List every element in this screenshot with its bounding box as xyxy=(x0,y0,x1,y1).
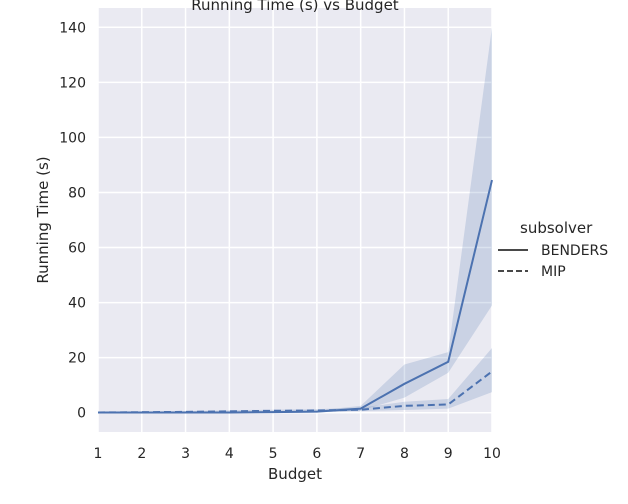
y-tick-label: 140 xyxy=(59,20,86,36)
y-tick-label: 20 xyxy=(68,351,86,367)
x-tick-label: 3 xyxy=(181,446,190,462)
chart-title: Running Time (s) vs Budget xyxy=(191,0,399,14)
series-line-benders xyxy=(98,179,493,414)
x-tick-label: 9 xyxy=(444,446,453,462)
x-tick-label: 6 xyxy=(312,446,321,462)
y-tick-label: 0 xyxy=(77,406,86,422)
series-lines xyxy=(97,179,493,414)
x-tick-label: 5 xyxy=(269,446,278,462)
x-tick-label: 4 xyxy=(225,446,234,462)
y-tick-label: 60 xyxy=(68,241,86,257)
x-tick-label: 10 xyxy=(483,446,501,462)
y-tick-label: 120 xyxy=(59,75,86,91)
plot-background xyxy=(98,8,492,432)
confidence-bands xyxy=(98,27,492,413)
legend-label-mip: MIP xyxy=(541,264,566,280)
y-tick-label: 40 xyxy=(68,296,86,312)
x-tick-label: 2 xyxy=(137,446,146,462)
y-axis-label: Running Time (s) xyxy=(34,156,52,283)
x-tick-label: 8 xyxy=(400,446,409,462)
ci-band-mip xyxy=(98,348,492,413)
legend-label-benders: BENDERS xyxy=(541,243,608,259)
x-tick-label: 7 xyxy=(356,446,365,462)
legend-title: subsolver xyxy=(520,219,593,237)
x-axis-label: Budget xyxy=(268,465,322,483)
legend: subsolver BENDERS MIP xyxy=(498,219,608,280)
y-tick-label: 100 xyxy=(59,130,86,146)
x-tick-label: 1 xyxy=(94,446,103,462)
y-tick-label: 80 xyxy=(68,185,86,201)
